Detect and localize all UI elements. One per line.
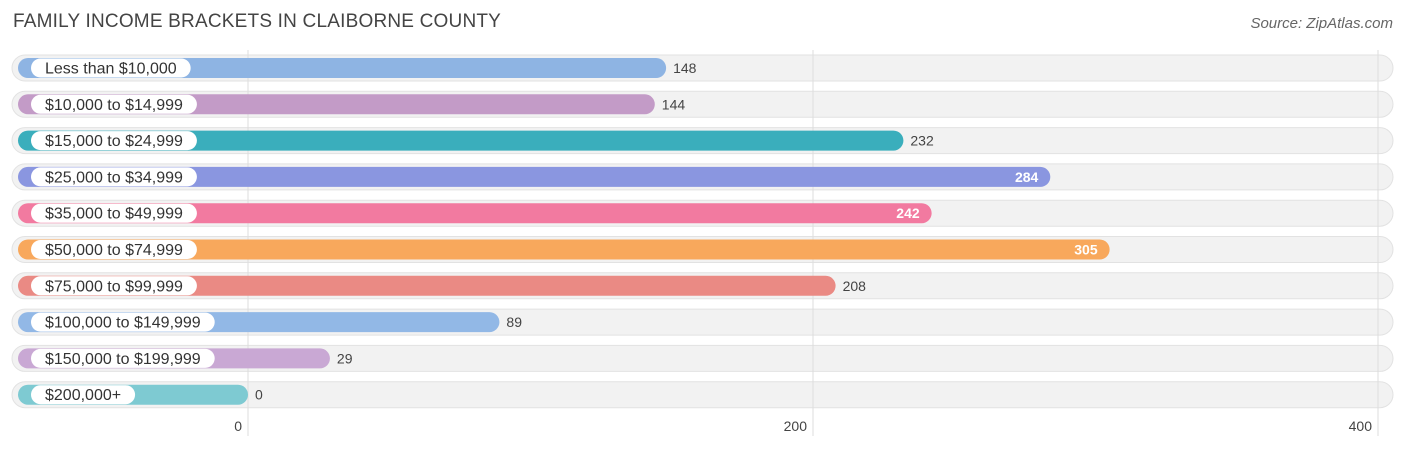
category-pill	[31, 276, 197, 296]
x-tick-label: 200	[784, 418, 808, 434]
value-label: 242	[896, 205, 920, 221]
category-pill	[31, 94, 197, 114]
category-label: $150,000 to $199,999	[45, 351, 201, 368]
category-label: Less than $10,000	[45, 61, 177, 78]
bar	[18, 275, 836, 296]
x-tick-label: 400	[1349, 418, 1373, 434]
bar	[18, 203, 932, 224]
source-label: Source: ZipAtlas.com	[1250, 15, 1393, 32]
value-label: 305	[1074, 242, 1098, 258]
category-pill	[31, 312, 215, 332]
category-label: $10,000 to $14,999	[45, 97, 183, 114]
value-label: 144	[662, 96, 686, 112]
value-label: 0	[255, 387, 263, 403]
chart-title: FAMILY INCOME BRACKETS IN CLAIBORNE COUN…	[13, 11, 502, 32]
category-pill	[31, 348, 215, 368]
category-label: $25,000 to $34,999	[45, 169, 183, 186]
value-label: 89	[506, 314, 522, 330]
bar	[18, 130, 904, 151]
category-label: $75,000 to $99,999	[45, 278, 183, 295]
value-label: 232	[910, 133, 934, 149]
category-label: $200,000+	[45, 387, 121, 404]
category-pill	[31, 131, 197, 151]
x-tick-label: 0	[234, 418, 242, 434]
bar	[18, 239, 1110, 260]
category-pill	[31, 203, 197, 223]
category-label: $50,000 to $74,999	[45, 242, 183, 259]
bar	[18, 166, 1051, 187]
category-pill	[31, 240, 197, 259]
value-label: 284	[1015, 169, 1039, 185]
value-label: 148	[673, 60, 697, 76]
category-label: $15,000 to $24,999	[45, 133, 183, 150]
category-pill	[31, 167, 197, 187]
row-track	[11, 381, 1394, 409]
value-label: 208	[843, 278, 867, 294]
row-track	[11, 344, 1394, 372]
category-label: $100,000 to $149,999	[45, 315, 201, 332]
value-label: 29	[337, 350, 353, 366]
category-pill	[31, 385, 136, 405]
category-pill	[31, 58, 191, 78]
category-label: $35,000 to $49,999	[45, 206, 183, 223]
